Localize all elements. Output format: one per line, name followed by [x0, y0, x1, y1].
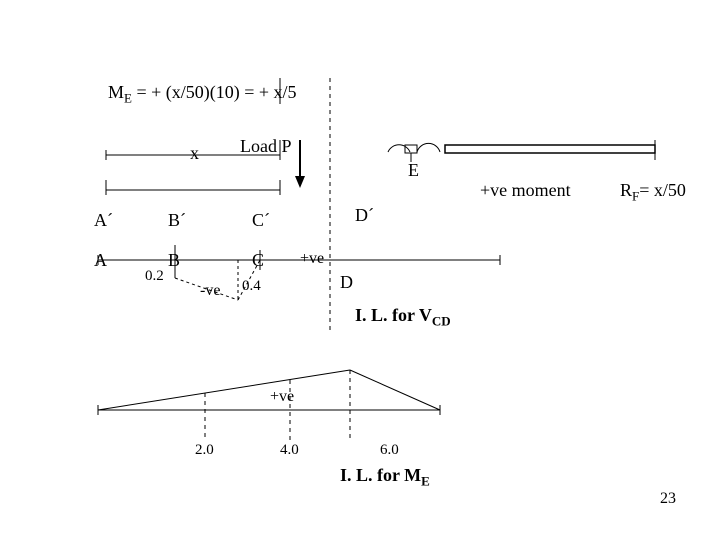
d-point: D — [340, 272, 353, 293]
page-number: 23 — [660, 490, 676, 508]
a-prime: A´ — [94, 210, 113, 231]
value-4.0: 4.0 — [280, 442, 299, 459]
value-6.0: 6.0 — [380, 442, 399, 459]
moment-label: +ve moment — [480, 180, 571, 201]
a-point: A — [94, 250, 107, 271]
value-0.2: 0.2 — [145, 268, 164, 285]
x-label: x — [190, 143, 199, 164]
neg-ve-label: -ve — [200, 282, 220, 300]
b-point: B — [168, 250, 180, 271]
c-prime: C´ — [252, 210, 270, 231]
pos-ve-label-1: +ve — [300, 250, 324, 268]
equation: ME = + (x/50)(10) = + x/5 — [108, 82, 297, 107]
diagram-svg — [0, 0, 720, 540]
pos-ve-label-2: +ve — [270, 388, 294, 406]
value-2.0: 2.0 — [195, 442, 214, 459]
b-prime: B´ — [168, 210, 186, 231]
il-vcd-label: I. L. for VCD — [355, 305, 451, 330]
e-label: E — [408, 160, 419, 181]
c-point: C — [252, 250, 264, 271]
rf-label: RF= x/50 — [620, 180, 686, 205]
il-me-label: I. L. for ME — [340, 465, 430, 490]
value-0.4: 0.4 — [242, 278, 261, 295]
d-prime: D´ — [355, 205, 374, 226]
load-p-label: Load P — [240, 136, 292, 157]
equation-sub: E — [124, 91, 132, 106]
